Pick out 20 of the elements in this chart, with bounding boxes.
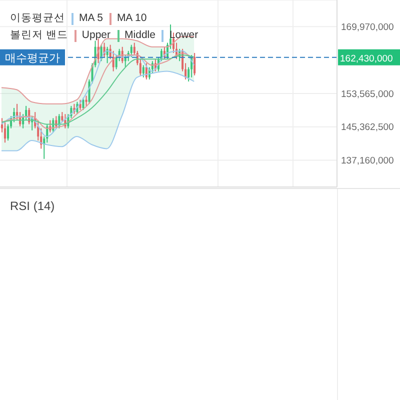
legend-label: MA 10 [116,11,147,26]
candlestick [55,116,58,129]
candlestick [142,64,144,78]
y-tick-label: 169,970,000 [341,22,394,33]
candlestick [82,97,84,110]
text: RSI (14) [10,199,55,213]
y-tick-label: 137,160,000 [341,156,394,167]
candlestick [194,52,196,76]
legend-label: MA 5 [79,11,103,26]
ref-line-label: 매수평균가 [5,52,60,64]
candlestick [130,44,132,58]
candlestick [85,95,88,106]
legend-label: Middle [124,28,156,43]
candlestick [4,122,6,144]
annotation: 볼린저 밴드 [10,28,68,43]
y-tick-label: 145,362,500 [341,122,394,134]
y-tick-label: 153,565,000 [341,88,394,100]
legend-label: Upper [82,28,111,43]
text: 162,430,000 [340,53,393,64]
annotation: 이동평균선 [10,11,65,26]
